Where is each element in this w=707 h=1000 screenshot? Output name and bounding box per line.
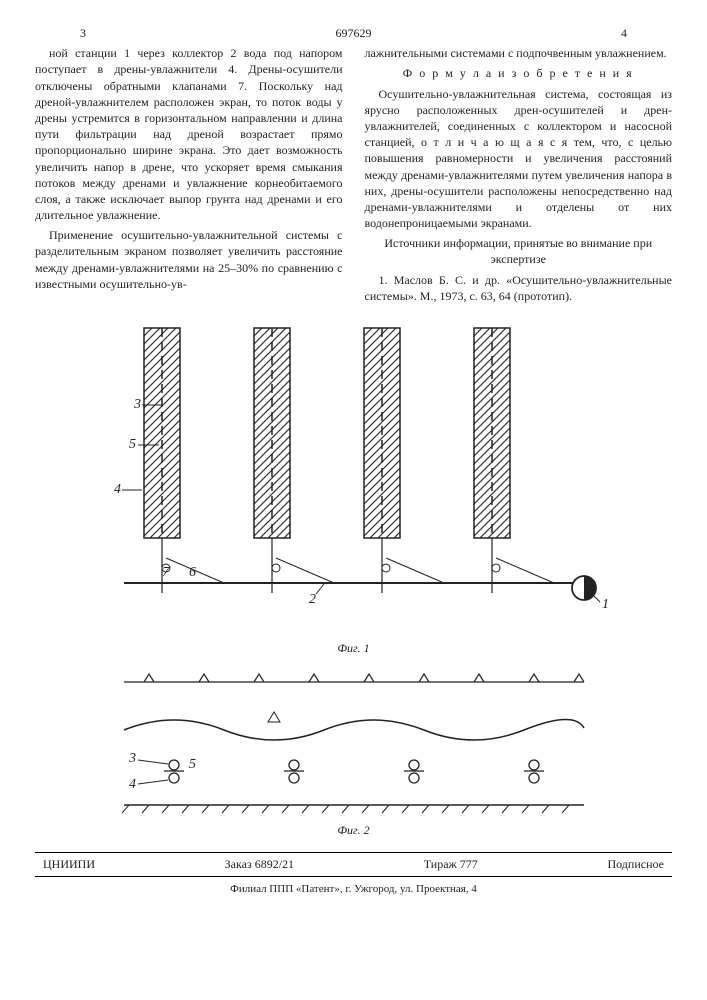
footer: ЦНИИПИ Заказ 6892/21 Тираж 777 Подписное… (35, 852, 672, 896)
right-column: лажнительными системами с подпочвенным у… (365, 45, 673, 308)
footer-address: Филиал ППП «Патент», г. Ужгород, ул. Про… (35, 880, 672, 897)
fig1-svg: 4 5 3 7 6 2 1 (74, 318, 634, 638)
fig2-drains (164, 760, 544, 783)
svg-text:4: 4 (129, 777, 136, 792)
fig2-ground-hatch (122, 805, 569, 813)
source-1: 1. Маслов Б. С. и др. «Осушительно-увлаж… (365, 272, 673, 304)
figure-1: 4 5 3 7 6 2 1 Фиг. 1 (35, 318, 672, 656)
fig2-svg: 3 5 4 (74, 670, 634, 820)
right-para-1: лажнительными системами с подпочвенным у… (365, 45, 673, 61)
svg-text:1: 1 (602, 597, 609, 612)
page-number-right: 4 (621, 25, 627, 41)
footer-line: ЦНИИПИ Заказ 6892/21 Тираж 777 Подписное (35, 852, 672, 876)
fig2-surface-marks (124, 674, 584, 682)
svg-text:2: 2 (309, 592, 316, 607)
left-para-2: Применение осушительно-увлажнительной си… (35, 227, 343, 292)
svg-text:5: 5 (129, 437, 136, 452)
fig2-water-table (124, 720, 584, 741)
left-para-1: ной станции 1 через коллектор 2 вода под… (35, 45, 343, 223)
fig1-labels: 4 5 3 7 6 2 1 (114, 397, 609, 612)
svg-text:3: 3 (128, 751, 136, 766)
svg-text:4: 4 (114, 482, 121, 497)
fig1-caption: Фиг. 1 (35, 640, 672, 656)
footer-copies: Тираж 777 (424, 856, 478, 872)
svg-text:3: 3 (133, 397, 141, 412)
svg-text:6: 6 (189, 565, 196, 580)
fig2-caption: Фиг. 2 (35, 822, 672, 838)
formula-title: Ф о р м у л а и з о б р е т е н и я (365, 65, 673, 81)
fig2-labels: 3 5 4 (128, 751, 196, 792)
right-para-2: Осушительно-увлажнительная система, сост… (365, 86, 673, 232)
patent-number: 697629 (86, 25, 621, 41)
svg-text:5: 5 (189, 757, 196, 772)
left-column: ной станции 1 через коллектор 2 вода под… (35, 45, 343, 308)
page-header: 3 697629 4 (35, 25, 672, 41)
footer-signed: Подписное (607, 856, 664, 872)
fig2-level-mark (268, 712, 280, 722)
fig1-pump (572, 576, 596, 600)
svg-text:7: 7 (162, 565, 170, 580)
fig1-bars (144, 328, 510, 593)
figure-2: 3 5 4 Фиг. 2 (35, 670, 672, 838)
footer-org: ЦНИИПИ (43, 856, 95, 872)
footer-order: Заказ 6892/21 (225, 856, 294, 872)
text-columns: ной станции 1 через коллектор 2 вода под… (35, 45, 672, 308)
sources-title: Источники информации, принятые во вниман… (365, 235, 673, 267)
